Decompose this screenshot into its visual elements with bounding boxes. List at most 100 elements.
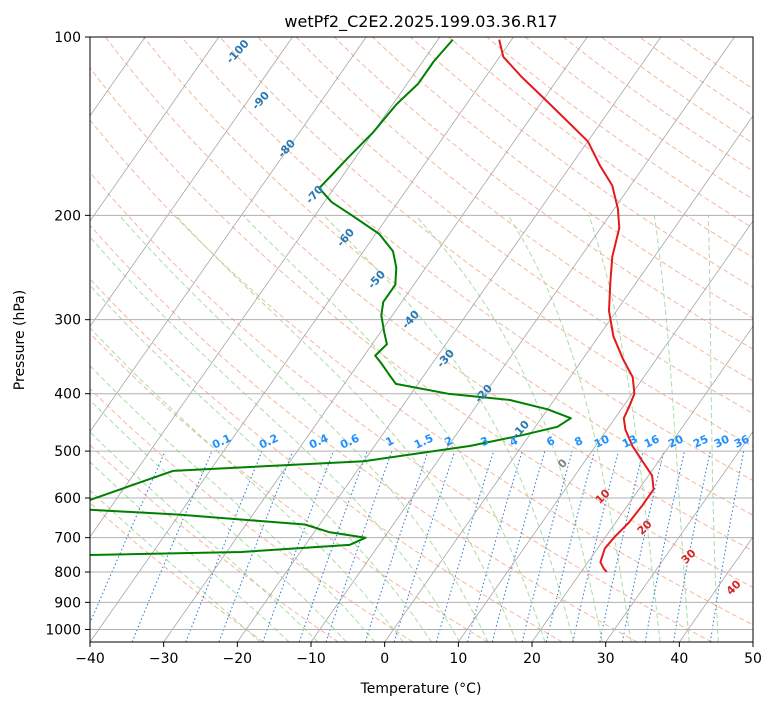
mixing-ratio-line [218, 450, 294, 642]
dry-adiabat-line [448, 37, 753, 259]
background-lines [0, 37, 753, 642]
dry-adiabat-line [90, 444, 339, 642]
dry-adiabat-line [257, 37, 753, 414]
x-tick-label: 0 [380, 651, 389, 667]
mixing-ratio-line [131, 450, 213, 642]
isotherm-line [310, 37, 735, 642]
dry-adiabat-line [90, 278, 563, 642]
moist-adiabat-line [118, 214, 489, 642]
isotherm-line [237, 37, 662, 642]
dry-adiabat-label: -100 [224, 37, 252, 66]
isotherm-line [384, 115, 753, 642]
mixing-ratio-line [521, 450, 573, 642]
x-tick-label: −10 [296, 651, 326, 667]
x-tick-label: 50 [744, 651, 762, 667]
mixing-ratio-line [709, 451, 745, 642]
mixing-ratio-line [298, 450, 368, 642]
x-axis-label: Temperature (°C) [360, 681, 482, 697]
x-tick-label: 10 [449, 651, 467, 667]
dry-adiabat-line [219, 37, 753, 448]
mixing-ratio-line [599, 450, 644, 642]
isotherm-line [90, 37, 441, 538]
moist-adiabat-label: 40 [724, 577, 744, 597]
x-tick-label: 20 [523, 651, 541, 667]
mixing-ratio-line [621, 450, 665, 642]
moist-adiabat-line [415, 214, 603, 642]
mixing-ratio-line [467, 450, 523, 642]
mixing-ratio-line [672, 450, 711, 642]
dry-adiabat-label: -50 [365, 268, 388, 292]
moist-adiabat-line [175, 214, 517, 642]
mixing-ratio-line [364, 450, 429, 642]
y-tick-label: 800 [54, 565, 81, 581]
x-tick-label: −30 [149, 651, 179, 667]
dry-adiabat-line [90, 502, 264, 642]
mixing-ratio-line [491, 450, 546, 642]
dry-adiabat-line [90, 332, 488, 642]
dry-adiabat-line [333, 37, 753, 350]
isotherm-line [679, 536, 753, 642]
dry-adiabat-label: -20 [472, 382, 495, 406]
moist-adiabat-label: 30 [679, 546, 699, 566]
mixing-ratio-label: 0.2 [257, 432, 280, 452]
isotherm-line [90, 37, 293, 327]
moist-adiabat-line [90, 327, 404, 642]
y-tick-label: 900 [54, 595, 81, 611]
dry-adiabat-line [143, 37, 753, 516]
chart-title: wetPf2_C2E2.2025.199.03.36.R17 [284, 12, 557, 32]
moist-adiabat-line [588, 215, 661, 642]
y-tick-label: 600 [54, 491, 81, 507]
x-tick-label: −20 [223, 651, 253, 667]
mixing-ratio-line [325, 450, 393, 642]
moist-adiabat-line [90, 399, 347, 642]
isotherm-line [90, 37, 367, 433]
isotherm-line [605, 430, 753, 642]
mixing-ratio-label: 16 [642, 432, 662, 450]
dry-adiabat-line [639, 37, 753, 117]
moist-adiabat-line [707, 215, 719, 642]
moist-adiabat-line [90, 236, 461, 642]
mixing-ratio-label: 25 [691, 432, 710, 450]
dry-adiabat-line [90, 119, 753, 626]
mixing-ratio-label: 8 [573, 434, 585, 449]
x-tick-label: 30 [597, 651, 615, 667]
mixing-ratio-label: 20 [666, 432, 686, 450]
mixing-ratio-line [262, 450, 334, 642]
moist-adiabat-line [242, 214, 546, 642]
dry-adiabat-label: -90 [249, 89, 272, 113]
mixing-ratio-line [435, 450, 495, 642]
y-tick-label: 700 [54, 531, 81, 547]
moist-adiabat-line [90, 489, 261, 642]
axes: −40 −30 −20 −10 0 10 20 30 40 5010020030040050060… [45, 30, 762, 667]
y-tick-label: 100 [54, 30, 81, 46]
y-tick-label: 500 [54, 444, 81, 460]
y-tick-label: 1000 [45, 622, 81, 638]
dry-adiabat-line [372, 37, 753, 319]
mixing-ratio-label: 13 [620, 432, 639, 450]
dry-adiabat-label: -70 [303, 183, 326, 207]
mixing-ratio-line [545, 450, 595, 642]
mixing-ratio-line [90, 450, 166, 625]
pressure-grid [90, 37, 753, 630]
isotherm-line [90, 37, 220, 222]
y-axis-label: Pressure (hPa) [12, 290, 28, 390]
mixing-ratio-label: 10 [592, 432, 612, 450]
isotherm-line [163, 37, 588, 642]
y-tick-label: 400 [54, 387, 81, 403]
mixing-ratio-label: 0.6 [338, 431, 361, 451]
x-tick-label: −40 [75, 651, 105, 667]
isotherm-line [458, 220, 753, 642]
dry-adiabat-line [410, 37, 753, 289]
moist-adiabat-line [90, 284, 432, 642]
mixing-ratio-label: 0.4 [307, 431, 330, 451]
dry-adiabat-line [181, 37, 753, 482]
moist-adiabat-label: 20 [635, 517, 655, 537]
dry-adiabat-line [90, 388, 414, 642]
isotherm-line [90, 37, 514, 642]
dry-adiabat-line [90, 171, 712, 642]
moist-adiabat-label: 10 [593, 486, 613, 506]
isotherm-line [752, 641, 753, 642]
isotherm-line [0, 37, 72, 642]
